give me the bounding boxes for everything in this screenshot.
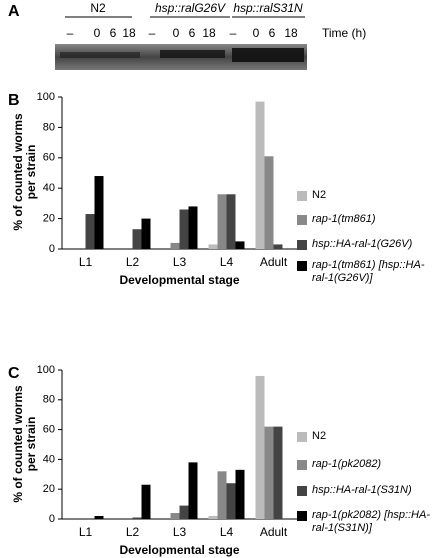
y-tick-label: 100 [37,91,55,103]
blot-band [160,50,225,58]
legend-label: rap-1(tm861) [hsp::HA-ral-1(G26V)] [312,259,425,284]
blot-band [232,48,304,62]
x-tick-label: L1 [79,255,93,269]
legend-swatch [297,261,307,271]
bar [94,516,104,519]
bar [170,513,180,519]
y-tick-label: 20 [43,483,55,495]
time-tick: – [67,26,74,40]
bar [264,426,274,519]
legend-label: hsp::HA-ral-1(S31N) [312,484,412,496]
legend-label: hsp::HA-ral-1(G26V) [312,238,413,250]
legend-swatch [297,215,307,225]
x-axis-title: Developmental stage [119,543,240,557]
x-tick-label: L4 [220,255,234,269]
bar [264,156,274,249]
bar [226,483,236,519]
bar [226,194,236,249]
bar [188,462,198,519]
x-tick-label: Adult [260,255,288,269]
bar [208,516,218,519]
bar [188,206,198,249]
y-tick-label: 80 [43,394,55,406]
bar [273,244,283,249]
strain-label: hsp::ralG26V [155,1,226,15]
time-tick: 6 [110,26,117,40]
time-tick: 0 [173,26,180,40]
bar [273,426,283,519]
legend-swatch [297,486,307,496]
y-tick-label: 80 [43,121,55,133]
bar [217,194,227,249]
time-tick: 0 [94,26,101,40]
panel-label: C [8,365,20,382]
y-tick-label: 60 [43,424,55,436]
bar [85,214,95,249]
x-tick-label: L2 [126,255,140,269]
y-axis-title: % of counted worms per strain [11,384,38,503]
blot-band [60,52,140,58]
bar [217,471,227,519]
bar [235,469,245,519]
x-tick-label: Adult [260,525,288,539]
y-tick-label: 20 [43,213,55,225]
legend-swatch [297,460,307,470]
legend-label: rap-1(pk2082) [hsp::HA-ral-1(S31N)] [312,509,430,534]
time-tick: 6 [269,26,276,40]
time-tick: 18 [284,26,298,40]
legend-swatch [297,511,307,521]
time-tick: 18 [202,26,216,40]
y-tick-label: 0 [49,243,55,255]
bar [132,229,142,249]
x-tick-label: L3 [173,255,187,269]
y-tick-label: 100 [37,364,55,376]
legend-label: N2 [312,189,327,201]
time-label: Time (h) [322,26,366,40]
legend-swatch [297,432,307,442]
bar [208,244,218,249]
legend-label: rap-1(tm861) [312,213,376,225]
y-tick-label: 40 [43,182,55,194]
bar [141,218,151,249]
time-tick: – [230,26,237,40]
bar [141,484,151,519]
time-tick: 6 [189,26,196,40]
bar [94,176,104,249]
x-tick-label: L2 [126,525,140,539]
time-tick: 0 [253,26,260,40]
time-tick: – [149,26,156,40]
x-tick-label: L4 [220,525,234,539]
x-axis-title: Developmental stage [119,273,240,287]
y-tick-label: 60 [43,152,55,164]
y-tick-label: 40 [43,453,55,465]
bar [170,242,180,249]
legend-label: rap-1(pk2082) [312,458,382,470]
legend-swatch [297,240,307,250]
bar [179,209,189,249]
bar [132,517,142,519]
x-tick-label: L3 [173,525,187,539]
legend-label: N2 [312,430,327,442]
y-axis-title: % of counted worms per strain [11,113,38,231]
panel-label: B [8,92,20,109]
bar [235,241,245,249]
y-tick-label: 0 [49,513,55,525]
panel-label: A [8,3,20,20]
bar [255,375,265,519]
strain-label: hsp::ralS31N [233,1,303,15]
time-tick: 18 [122,26,136,40]
bar [255,101,265,249]
strain-label: N2 [90,1,106,15]
legend-swatch [297,191,307,201]
x-tick-label: L1 [79,525,93,539]
bar [179,505,189,519]
